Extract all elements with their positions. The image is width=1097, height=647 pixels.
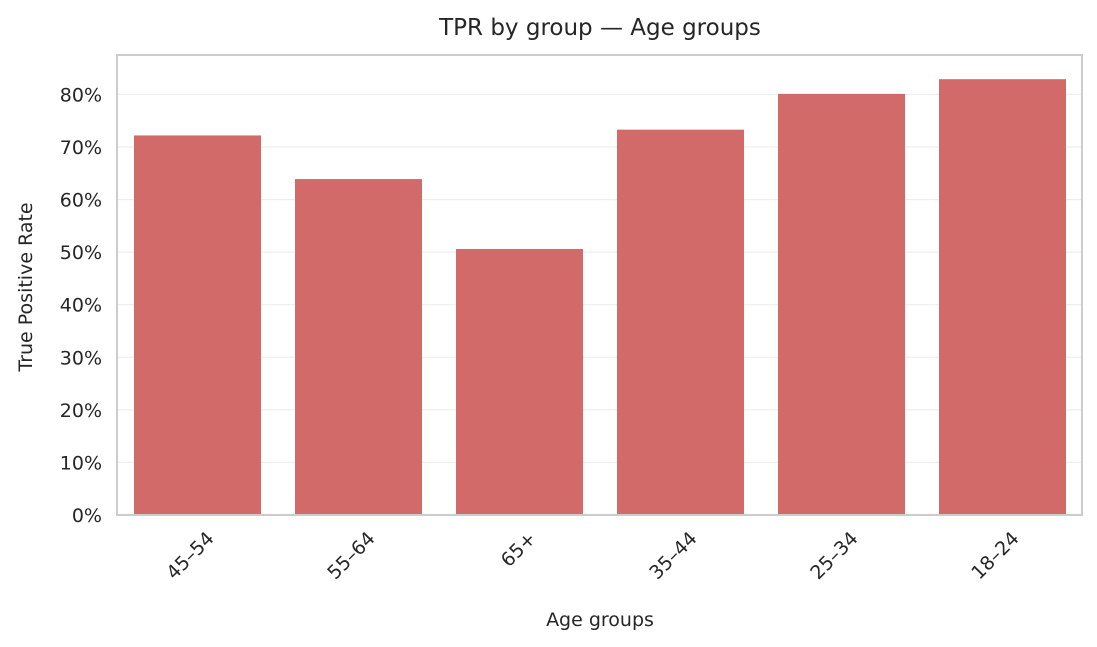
x-tick-label: 45–54 [162, 528, 218, 584]
bars [134, 79, 1066, 516]
bar [295, 179, 422, 515]
y-tick-label: 50% [60, 242, 102, 264]
x-tick-label: 18–24 [967, 528, 1023, 584]
bar [617, 129, 744, 515]
bar [134, 135, 261, 516]
x-tick-label: 55–64 [323, 528, 379, 584]
x-tick-labels: 45–54 55–64 65+ 35–44 25–34 18–24 [162, 528, 1023, 584]
y-tick-label: 60% [60, 190, 102, 212]
y-axis-label: True Positive Rate [15, 202, 37, 372]
y-tick-label: 70% [60, 137, 102, 159]
y-tick-label: 80% [60, 84, 102, 106]
y-tick-labels: 0% 10% 20% 30% 40% 50% 60% 70% 80% [60, 84, 102, 527]
y-tick-label: 20% [60, 400, 102, 422]
plot-frame [116, 54, 1083, 516]
y-tick-label: 0% [72, 505, 102, 527]
x-tick-label: 65+ [497, 528, 541, 572]
grid-lines [117, 93, 1082, 463]
chart-title: TPR by group — Age groups [438, 15, 761, 41]
x-tick-label: 35–44 [645, 528, 701, 584]
y-tick-label: 30% [60, 347, 102, 369]
x-tick-label: 25–34 [806, 528, 862, 584]
bar [778, 93, 905, 515]
x-axis-label: Age groups [546, 609, 654, 631]
y-tick-label: 10% [60, 452, 102, 474]
y-tick-label: 40% [60, 295, 102, 317]
bar [456, 248, 583, 515]
bar [939, 79, 1066, 515]
